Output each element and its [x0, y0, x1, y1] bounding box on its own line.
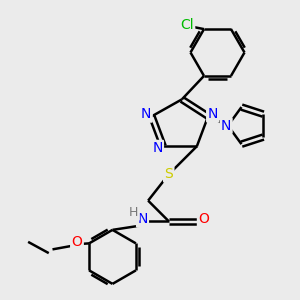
Text: Cl: Cl [180, 18, 194, 32]
Text: N: N [221, 118, 231, 133]
Text: N: N [137, 212, 148, 226]
Text: N: N [207, 107, 218, 122]
Text: H: H [129, 206, 139, 220]
Text: N: N [152, 141, 163, 155]
Text: N: N [141, 107, 152, 122]
Text: S: S [164, 167, 173, 182]
Text: O: O [71, 235, 82, 249]
Text: O: O [198, 212, 209, 226]
